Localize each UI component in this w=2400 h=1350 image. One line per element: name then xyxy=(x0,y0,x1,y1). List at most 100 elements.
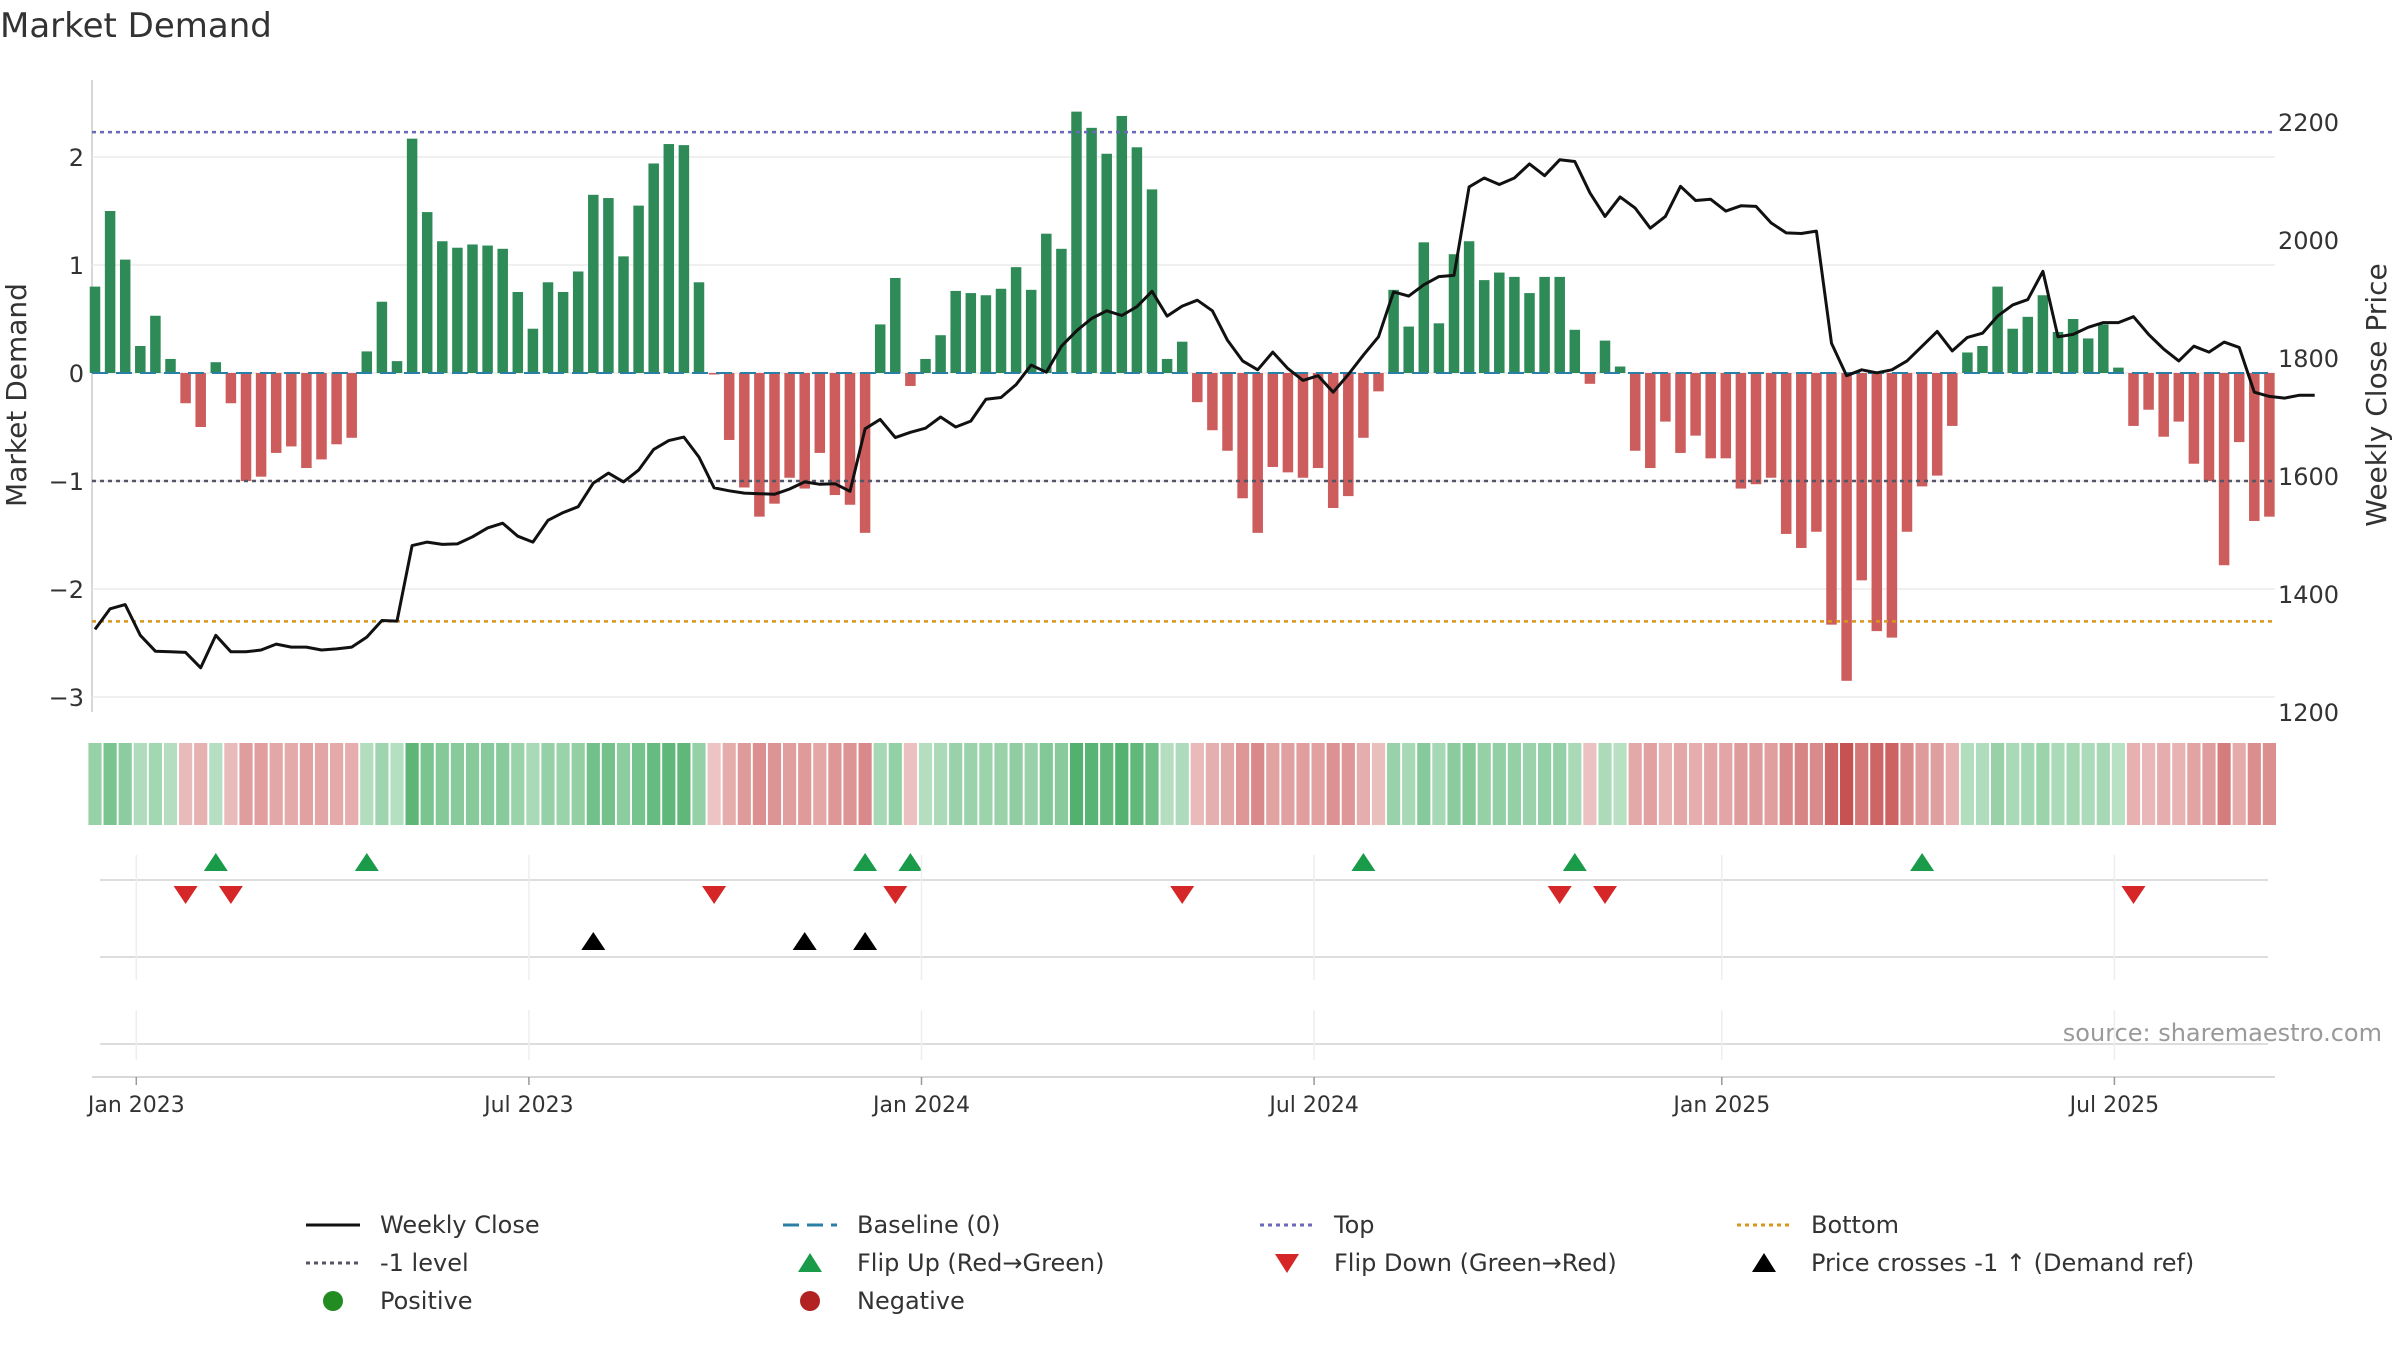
heat-cell xyxy=(163,743,178,825)
price-cross-marker xyxy=(792,932,817,950)
heat-cell xyxy=(1553,743,1567,825)
demand-bar-negative xyxy=(2128,373,2139,426)
demand-bar-positive xyxy=(1599,340,1611,373)
demand-bar-negative xyxy=(1916,373,1928,487)
legend-item-negative: Negative xyxy=(777,1282,1254,1320)
heat-cell xyxy=(1387,743,1401,825)
demand-bar-negative xyxy=(1750,373,1762,485)
demand-bar-negative xyxy=(225,373,237,404)
heat-cell xyxy=(677,743,691,825)
heat-cell xyxy=(496,743,510,825)
heat-cell xyxy=(1220,743,1235,825)
heat-cell xyxy=(103,743,117,825)
legend-label: Bottom xyxy=(1811,1211,1900,1239)
demand-bar-negative xyxy=(739,373,750,488)
heat-cell xyxy=(1341,743,1355,825)
heat-cell xyxy=(2036,743,2050,825)
demand-bar-negative xyxy=(2203,373,2215,481)
heat-cell xyxy=(314,743,329,825)
heat-cell xyxy=(1522,743,1537,825)
legend-item-price-cross: Price crosses -1 ↑ (Demand ref) xyxy=(1731,1244,2260,1282)
heat-cell xyxy=(179,743,193,825)
heat-cell xyxy=(1130,743,1144,825)
flip-down-marker xyxy=(1170,886,1195,904)
demand-bar-negative xyxy=(754,373,765,517)
source-note: source: sharemaestro.com xyxy=(2063,1019,2382,1047)
demand-bar-positive xyxy=(2022,316,2034,373)
heat-cell xyxy=(813,743,827,825)
demand-bar-negative xyxy=(301,373,312,469)
demand-bar-positive xyxy=(1116,115,1128,374)
legend-item-top: Top xyxy=(1254,1206,1731,1244)
demand-bar-negative xyxy=(1629,373,1641,451)
heat-cell xyxy=(481,743,495,825)
demand-bar-negative xyxy=(2173,373,2185,422)
demand-bar-negative xyxy=(1282,373,1294,473)
heat-cell xyxy=(269,743,283,825)
demand-bar-negative xyxy=(1660,373,1671,422)
demand-bar-negative xyxy=(799,373,810,489)
demand-bar-negative xyxy=(1871,373,1883,632)
demand-bar-positive xyxy=(1161,358,1173,373)
heat-cell xyxy=(194,743,208,825)
heat-cell xyxy=(2157,743,2171,825)
heat-cell xyxy=(1024,743,1038,825)
demand-bar-negative xyxy=(1720,373,1732,459)
legend-label: Price crosses -1 ↑ (Demand ref) xyxy=(1811,1249,2195,1277)
heat-cell xyxy=(2081,743,2095,825)
heat-cell xyxy=(979,743,993,825)
legend-label: Top xyxy=(1334,1211,1375,1239)
heat-cell xyxy=(903,743,917,825)
y-tick-label: −1 xyxy=(49,468,84,496)
demand-bar-positive xyxy=(1176,341,1188,373)
demand-bar-negative xyxy=(1222,373,1233,451)
heat-cell xyxy=(2096,743,2110,825)
heat-cell xyxy=(1251,743,1265,825)
x-tick-label: Jul 2023 xyxy=(482,1093,574,1118)
demand-bar-positive xyxy=(1131,147,1143,373)
flip-up-marker xyxy=(898,853,923,871)
demand-bar-negative xyxy=(844,373,856,505)
heat-cell xyxy=(1779,743,1793,825)
demand-bar-negative xyxy=(769,373,780,504)
flip-down-marker xyxy=(218,886,243,904)
demand-bar-negative xyxy=(1856,373,1867,581)
demand-bar-positive xyxy=(1433,323,1445,373)
heat-cell xyxy=(133,743,147,825)
heat-cell xyxy=(1009,743,1023,825)
heat-cell xyxy=(1039,743,1053,825)
heat-cell xyxy=(1160,743,1174,825)
heat-cell xyxy=(1281,743,1295,825)
demand-bar-positive xyxy=(1463,241,1475,373)
legend: Weekly Close Baseline (0) Top Bottom -1 … xyxy=(300,1206,2260,1336)
heat-cell xyxy=(616,743,631,825)
demand-bar-negative xyxy=(1327,373,1339,508)
demand-bar-positive xyxy=(1146,189,1158,373)
demand-bar-negative xyxy=(1796,373,1807,548)
heat-cell xyxy=(1749,743,1763,825)
heat-cell xyxy=(1960,743,1974,825)
legend-item-bottom: Bottom xyxy=(1731,1206,2260,1244)
demand-bar-positive xyxy=(2098,324,2109,373)
x-axis: Jan 2023 Jul 2023 Jan 2024 Jul 2024 Jan 2025… xyxy=(86,855,2275,1118)
heat-cell xyxy=(571,743,585,825)
demand-bar-positive xyxy=(633,205,644,373)
demand-bar-positive xyxy=(1448,254,1460,373)
legend-label: Negative xyxy=(857,1287,965,1315)
heat-cell xyxy=(994,743,1008,825)
legend-label: Baseline (0) xyxy=(857,1211,1001,1239)
demand-bar-positive xyxy=(1025,289,1037,373)
demand-bar-positive xyxy=(210,362,222,373)
heat-cell xyxy=(1326,743,1340,825)
flip-down-marker xyxy=(883,886,908,904)
heat-cell xyxy=(1704,743,1718,825)
heat-cell xyxy=(1991,743,2005,825)
price-cross-marker xyxy=(581,932,606,950)
demand-bars xyxy=(89,111,2275,681)
heat-cell xyxy=(2187,743,2201,825)
heat-cell xyxy=(1628,743,1642,825)
demand-bar-negative xyxy=(255,373,267,477)
heat-cell xyxy=(2006,743,2020,825)
heat-cell xyxy=(767,743,782,825)
heat-cell xyxy=(2142,743,2156,825)
